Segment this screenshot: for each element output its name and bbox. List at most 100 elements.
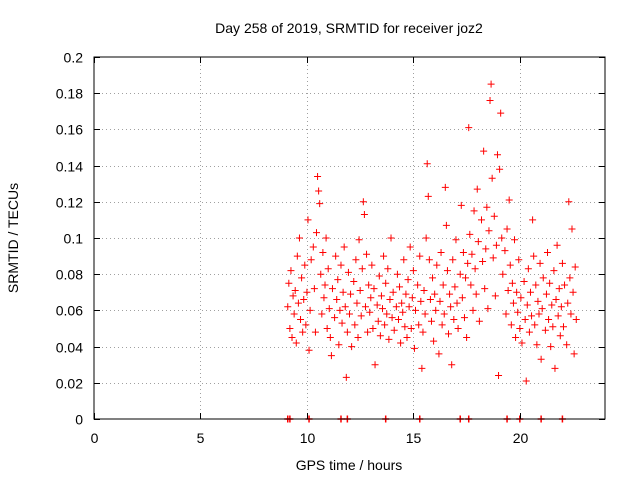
data-point: [347, 290, 355, 298]
data-point: [405, 303, 413, 311]
y-tick-label: 0.14: [56, 159, 83, 175]
data-point: [383, 310, 391, 318]
data-points: [284, 80, 580, 385]
data-point: [287, 267, 295, 275]
data-point: [523, 301, 531, 309]
data-point: [493, 151, 501, 159]
data-point: [396, 283, 404, 291]
data-point: [532, 281, 540, 289]
data-point: [516, 325, 524, 332]
data-point: [320, 294, 328, 302]
data-point: [441, 183, 449, 191]
data-point: [528, 312, 536, 320]
data-point: [312, 229, 320, 237]
data-point: [353, 299, 361, 307]
y-tick-label: 0.06: [56, 303, 83, 319]
data-point: [541, 326, 549, 334]
data-point: [324, 265, 332, 273]
data-point: [393, 270, 401, 278]
data-point: [450, 315, 458, 323]
data-point: [526, 288, 534, 296]
data-point: [443, 267, 451, 275]
data-point: [286, 325, 294, 332]
data-point: [371, 361, 379, 369]
data-point: [567, 310, 575, 318]
data-point: [483, 203, 491, 211]
data-point: [480, 147, 488, 155]
data-point: [521, 315, 529, 323]
data-point: [341, 303, 349, 311]
data-point: [365, 281, 373, 289]
data-point: [499, 270, 507, 278]
data-point: [409, 267, 417, 275]
data-point: [379, 305, 387, 313]
data-point: [490, 212, 498, 220]
data-point: [406, 243, 414, 251]
data-point: [364, 328, 372, 336]
data-point: [310, 285, 318, 293]
x-tick-label: 5: [197, 430, 205, 446]
data-point: [339, 288, 347, 296]
data-point: [522, 377, 530, 385]
data-point: [524, 265, 532, 273]
data-point: [288, 334, 296, 342]
data-point: [429, 274, 437, 282]
data-point: [439, 281, 447, 289]
data-point: [431, 290, 439, 298]
x-tick-label: 10: [300, 430, 316, 446]
data-point: [340, 243, 348, 251]
data-point: [368, 261, 376, 269]
data-point: [326, 334, 334, 342]
data-point: [337, 261, 345, 269]
data-point: [518, 339, 526, 347]
data-point: [333, 296, 341, 304]
data-point: [458, 294, 466, 302]
data-point: [355, 236, 363, 244]
data-point: [457, 201, 465, 209]
data-point: [425, 256, 433, 264]
data-point: [473, 185, 481, 193]
data-point: [566, 274, 574, 282]
data-point: [360, 210, 368, 218]
data-point: [448, 361, 456, 369]
data-point: [399, 308, 407, 316]
data-point: [397, 339, 405, 347]
data-point: [570, 350, 578, 358]
data-point: [481, 285, 489, 293]
data-point: [317, 270, 325, 278]
data-point: [304, 216, 312, 224]
data-point: [449, 256, 457, 264]
data-point: [559, 323, 567, 331]
data-point: [328, 285, 336, 293]
data-point: [462, 274, 470, 282]
data-point: [546, 279, 554, 287]
data-point: [433, 261, 441, 269]
data-point: [556, 332, 564, 340]
data-point: [447, 303, 455, 311]
data-point: [290, 310, 298, 318]
data-point: [314, 172, 322, 180]
data-point: [315, 187, 323, 195]
data-point: [572, 315, 580, 323]
data-point: [531, 321, 539, 329]
data-point: [467, 281, 475, 289]
data-point: [291, 286, 299, 294]
data-point: [424, 192, 432, 200]
data-point: [319, 248, 327, 256]
data-point: [336, 306, 344, 314]
data-point: [550, 267, 558, 275]
data-point: [318, 310, 326, 318]
data-point: [358, 265, 366, 273]
y-tick-label: 0.04: [56, 340, 83, 356]
data-point: [398, 299, 406, 307]
data-point: [419, 328, 427, 336]
data-point: [351, 321, 359, 329]
data-point: [503, 225, 511, 233]
data-point: [327, 352, 335, 360]
x-tick-label: 20: [513, 430, 529, 446]
data-point: [373, 301, 381, 309]
data-point: [382, 279, 390, 287]
data-point: [331, 314, 339, 322]
data-point: [289, 292, 297, 300]
